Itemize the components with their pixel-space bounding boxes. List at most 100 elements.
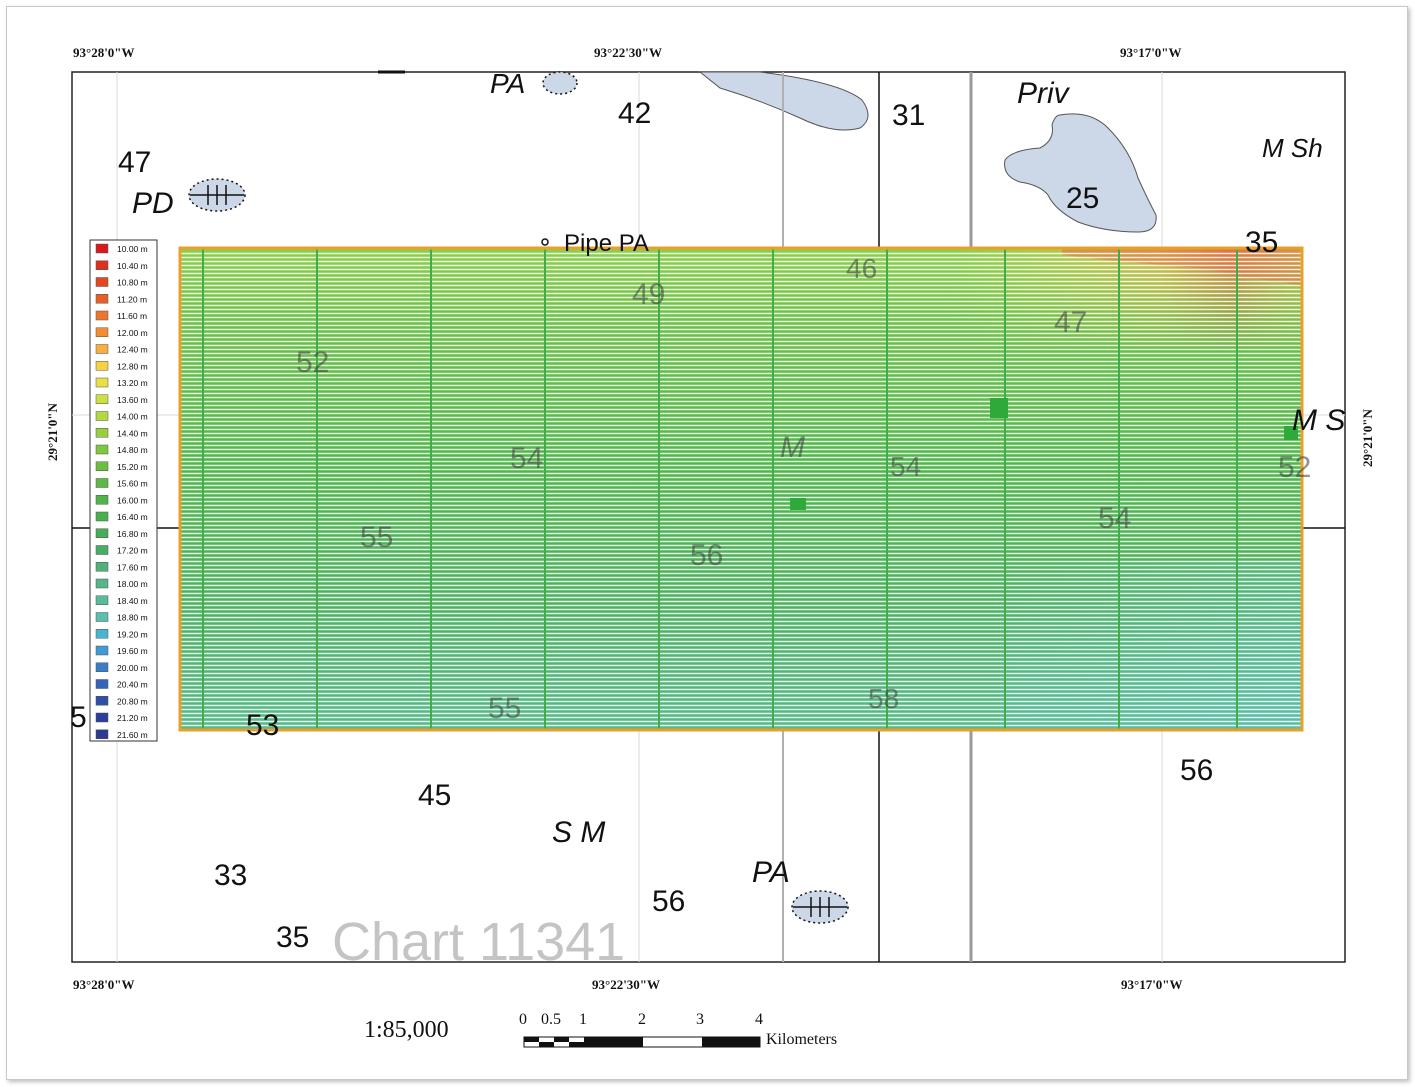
legend-label: 16.40 m xyxy=(117,512,148,522)
sounding-47: 47 xyxy=(1054,306,1087,339)
coord-left: 29°21'0"N xyxy=(45,403,60,461)
legend-label: 21.20 m xyxy=(117,713,148,723)
pa-pipe-symbol xyxy=(793,897,847,917)
legend-label: 11.60 m xyxy=(117,311,147,321)
sounding-53: 53 xyxy=(246,709,279,742)
legend-label: 20.80 m xyxy=(117,696,148,706)
scale-tick-4: 4 xyxy=(755,1011,763,1028)
sounding-54-e: 54 xyxy=(1098,502,1131,535)
survey-border xyxy=(178,246,1304,732)
legend-label: 12.00 m xyxy=(117,328,148,338)
legend-swatch xyxy=(95,712,109,723)
legend-label: 20.40 m xyxy=(117,680,148,690)
note-pa-south: PA xyxy=(752,856,790,889)
legend-label: 14.40 m xyxy=(117,428,148,438)
legend-label: 14.00 m xyxy=(117,412,148,422)
coord-top-center: 93°22'30"W xyxy=(594,45,663,60)
chart-title-watermark: Chart 11341 xyxy=(332,912,625,972)
legend-swatch xyxy=(95,511,109,522)
legend-swatch xyxy=(95,679,109,689)
note-m-s: M S xyxy=(1292,404,1345,437)
legend-swatch xyxy=(95,394,109,404)
sounding-25: 25 xyxy=(1066,182,1099,215)
sounding-52-e: 52 xyxy=(1278,451,1311,484)
survey-feature-center xyxy=(790,498,806,510)
legend-swatch xyxy=(95,612,109,622)
survey-feature-east xyxy=(1284,426,1298,440)
legend-label: 18.00 m xyxy=(117,579,148,589)
sounding-46: 46 xyxy=(846,253,877,284)
overlaid-soundings: 49 46 47 52 54 M 54 52 55 56 54 55 58 xyxy=(296,253,1311,725)
legend-swatch xyxy=(95,294,109,304)
pipe-pa-marker xyxy=(541,238,549,246)
legend-label: 11.20 m xyxy=(117,294,147,304)
legend-label: 19.60 m xyxy=(117,646,148,656)
legend-label: 14.80 m xyxy=(117,445,148,455)
legend-label: 20.00 m xyxy=(117,663,148,673)
legend-label: 13.60 m xyxy=(117,395,148,405)
sounding-35-ne: 35 xyxy=(1245,226,1278,259)
coord-right: 29°21'0"N xyxy=(1360,409,1375,467)
legend-swatch xyxy=(95,243,109,254)
coord-top-east: 93°17'0"W xyxy=(1120,45,1182,60)
legend-swatch xyxy=(95,595,109,605)
legend-label: 12.80 m xyxy=(117,361,148,371)
legend-swatch xyxy=(95,528,109,538)
legend-swatch xyxy=(95,260,109,270)
note-m: M xyxy=(780,431,805,464)
pd-pipe-symbol xyxy=(190,185,244,205)
legend-label: 15.60 m xyxy=(117,479,148,489)
legend-swatch xyxy=(95,562,109,572)
water-body-25 xyxy=(1004,113,1157,233)
legend-label: 15.20 m xyxy=(117,462,148,472)
sounding-54-c: 54 xyxy=(890,451,921,482)
sounding-35-sw: 35 xyxy=(276,921,309,954)
legend-label: 17.60 m xyxy=(117,562,148,572)
legend-label: 12.40 m xyxy=(117,345,148,355)
legend-swatch xyxy=(95,310,109,321)
legend-label: 17.20 m xyxy=(117,546,148,556)
sounding-56-se: 56 xyxy=(1180,754,1213,787)
legend-label: 19.20 m xyxy=(117,629,148,639)
scale-unit: Kilometers xyxy=(766,1031,838,1048)
legend-swatch xyxy=(95,645,109,656)
legend-label: 10.80 m xyxy=(117,278,148,288)
coord-bottom-west: 93°28'0"W xyxy=(73,977,135,992)
legend-label: 21.60 m xyxy=(117,730,148,740)
legend-label: 10.40 m xyxy=(117,261,148,271)
sounding-5-edge: 5 xyxy=(70,701,87,734)
legend-label: 16.80 m xyxy=(117,529,148,539)
legend-swatch xyxy=(95,277,109,287)
legend-label: 13.20 m xyxy=(117,378,148,388)
scale-tick-1: 1 xyxy=(579,1011,587,1028)
legend-label: 18.40 m xyxy=(117,596,148,606)
legend-label: 16.00 m xyxy=(117,495,148,505)
sounding-45: 45 xyxy=(418,779,451,812)
scale-bar xyxy=(523,1036,761,1048)
sounding-52: 52 xyxy=(296,346,329,379)
scale-ratio: 1:85,000 xyxy=(364,1017,449,1043)
legend-swatch xyxy=(95,461,109,471)
sounding-47-nw: 47 xyxy=(118,146,151,179)
legend-swatch xyxy=(95,411,109,421)
scale-tick-2: 2 xyxy=(638,1011,646,1028)
scale-tick-3: 3 xyxy=(696,1011,704,1028)
sounding-49: 49 xyxy=(632,278,665,311)
legend-swatch xyxy=(95,444,109,455)
note-priv: Priv xyxy=(1017,77,1071,110)
depth-legend: 10.00 m 10.40 m 10.80 m 11.20 m 11.60 m 12.00… xyxy=(89,239,158,742)
legend-label: 18.80 m xyxy=(117,613,148,623)
legend-swatch xyxy=(95,662,109,672)
legend-swatch xyxy=(95,361,109,371)
scale-tick-0-5: 0.5 xyxy=(541,1011,561,1028)
legend-swatch xyxy=(95,495,109,505)
chart-text: PA 42 31 Priv M Sh 47 PD 25 Pipe PA 35 4… xyxy=(70,68,1345,972)
sounding-55-s: 55 xyxy=(488,692,521,725)
legend-swatch xyxy=(95,629,109,639)
sounding-31: 31 xyxy=(892,99,925,132)
legend-swatch xyxy=(95,478,109,488)
scale-tick-0: 0 xyxy=(519,1011,527,1028)
sounding-58: 58 xyxy=(868,683,899,714)
sounding-55-w: 55 xyxy=(360,521,393,554)
